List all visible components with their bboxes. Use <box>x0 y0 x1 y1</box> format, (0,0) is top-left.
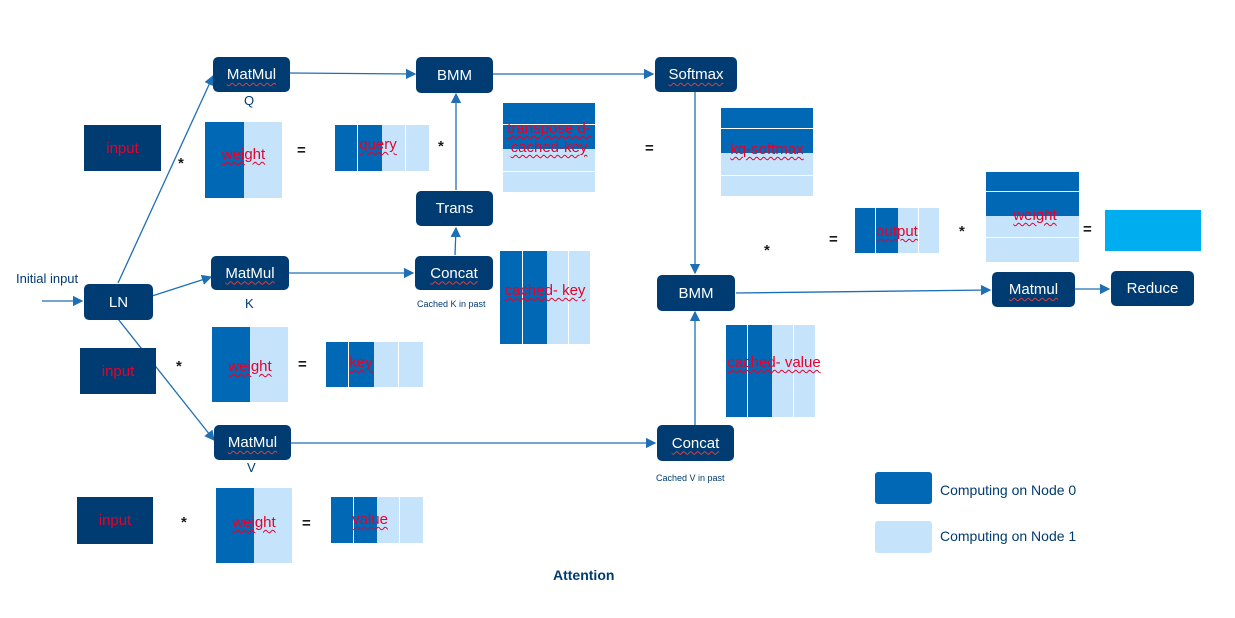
arrow-ln-to-matmul-v <box>117 318 215 442</box>
multiply-sign: * <box>178 155 184 172</box>
ln-label: LN <box>108 293 129 311</box>
ln-node[interactable]: LN <box>84 284 153 320</box>
equals-sign: = <box>297 142 306 159</box>
arrow-concat-k-to-trans <box>450 226 461 256</box>
bmm-top-label: BMM <box>437 66 472 84</box>
softmax-label: Softmax <box>668 66 724 83</box>
equals-sign: = <box>829 231 838 248</box>
equals-sign: = <box>302 515 311 532</box>
input-v-matrix: input <box>77 497 153 544</box>
key-label: key <box>349 354 373 371</box>
input-q-label: input <box>106 139 139 157</box>
arrow-ln-to-matmul-q <box>117 74 214 284</box>
reduce-node[interactable]: Reduce <box>1111 271 1194 306</box>
k-caption: K <box>245 296 254 311</box>
legend-label-node0: Computing on Node 0 <box>940 482 1077 498</box>
legend-swatch-node0 <box>875 472 932 504</box>
cached-key-label: cached- key <box>504 282 586 299</box>
arrow-ln-to-matmul-k <box>151 274 213 297</box>
input-k-label: input <box>101 362 135 380</box>
weight-k-label: weight <box>228 358 272 375</box>
matmul-q-label: MatMul <box>226 66 277 83</box>
concat-k-node[interactable]: Concat <box>415 256 493 290</box>
softmax-node[interactable]: Softmax <box>655 57 737 92</box>
matmul-q-node[interactable]: MatMul <box>213 57 290 92</box>
matmul-k-node[interactable]: MatMul <box>211 256 289 290</box>
matmul-v-label: MatMul <box>227 434 278 451</box>
concat-k-label: Concat <box>430 264 478 282</box>
arrow-matmul-q-to-bmm <box>289 68 417 80</box>
cached-k-caption: Cached K in past <box>417 299 486 309</box>
multiply-sign: * <box>438 138 444 155</box>
kq-softmax-label: kq-softmax <box>730 141 804 158</box>
multiply-sign: * <box>959 223 965 240</box>
query-label: query <box>359 136 397 153</box>
reduce-label: Reduce <box>1126 280 1179 297</box>
arrow-bmm-to-matmul <box>735 284 992 296</box>
weight-o-label: weight <box>1013 207 1057 224</box>
matmul-k-label: MatMul <box>225 264 275 282</box>
result-matrix <box>1105 210 1201 251</box>
multiply-sign: * <box>176 358 182 375</box>
matmul-out-label: Matmul <box>1008 281 1059 298</box>
cached-value-label: cached- value <box>727 354 821 371</box>
trans-node[interactable]: Trans <box>416 191 493 226</box>
concat-v-label: Concat <box>671 434 720 452</box>
weight-q-label: weight <box>221 146 266 163</box>
equals-sign: = <box>645 140 654 157</box>
q-caption: Q <box>244 93 255 108</box>
bmm-mid-node[interactable]: BMM <box>657 275 735 311</box>
weight-v-label: weight <box>232 514 276 531</box>
trans-label: Trans <box>435 200 474 217</box>
cached-v-caption: Cached V in past <box>656 473 725 483</box>
value-label: value <box>352 511 388 528</box>
multiply-sign: * <box>764 242 770 259</box>
input-v-label: input <box>98 512 132 529</box>
bmm-top-node[interactable]: BMM <box>416 57 493 93</box>
input-k-matrix: input <box>80 348 156 394</box>
input-q-matrix: input <box>84 125 161 171</box>
bmm-mid-label: BMM <box>678 284 714 302</box>
equals-sign: = <box>298 356 307 373</box>
equals-sign: = <box>1083 221 1092 238</box>
transposed-cached-key-label: transpose d-cached-key <box>507 120 591 156</box>
legend-swatch-node1 <box>875 521 932 553</box>
v-caption: V <box>247 460 256 475</box>
diagram-title: Attention <box>553 567 615 583</box>
matmul-v-node[interactable]: MatMul <box>214 425 291 460</box>
multiply-sign: * <box>181 514 187 531</box>
matmul-out-node[interactable]: Matmul <box>992 272 1075 307</box>
concat-v-node[interactable]: Concat <box>657 425 734 461</box>
initial-input-label: Initial input <box>16 271 79 286</box>
output-label: output <box>876 223 918 240</box>
legend-label-node1: Computing on Node 1 <box>940 528 1077 544</box>
